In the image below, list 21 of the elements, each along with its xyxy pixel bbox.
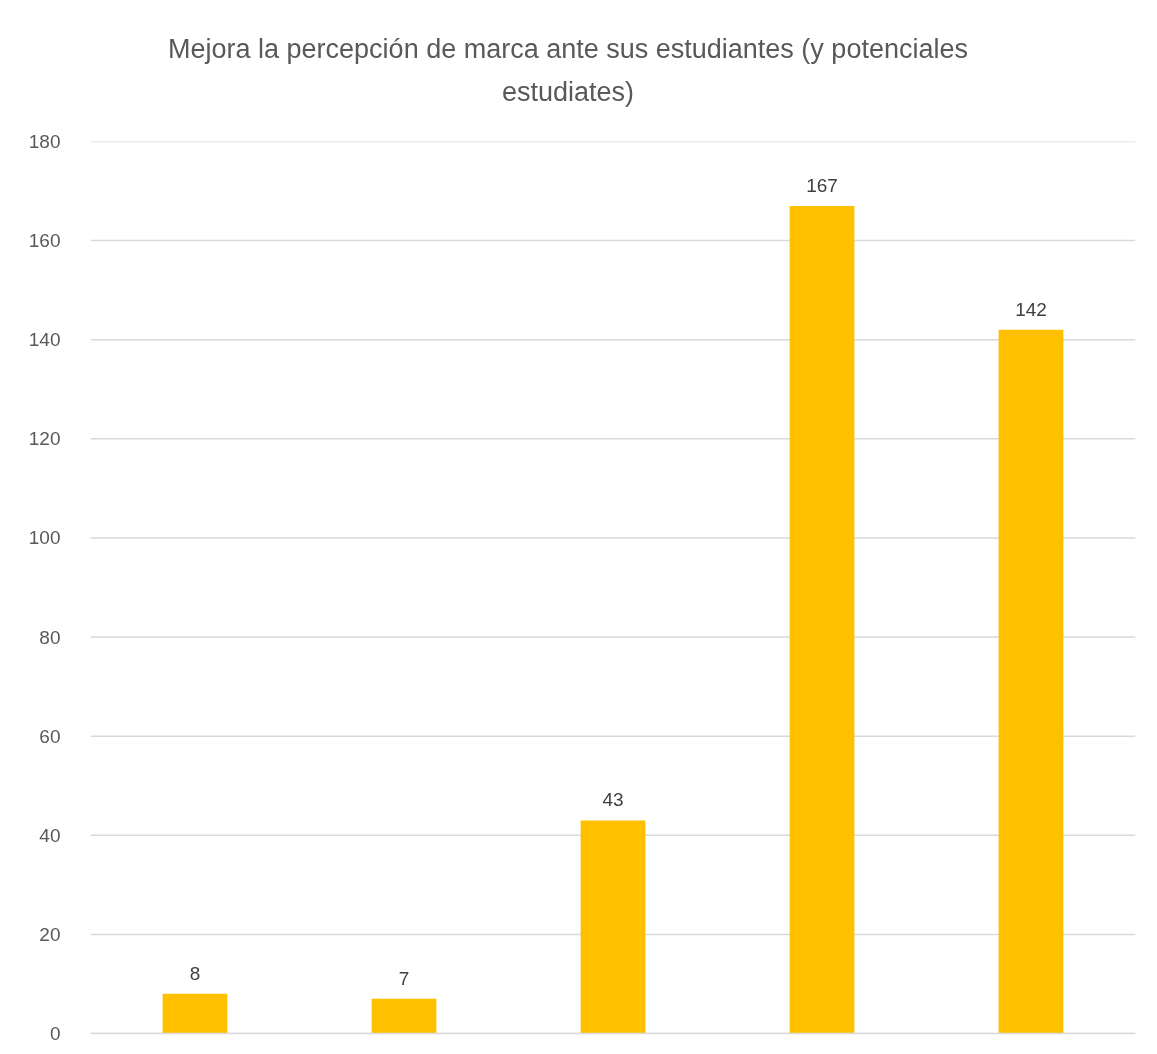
y-tick-label: 160 xyxy=(28,230,61,252)
bar xyxy=(371,998,437,1034)
data-label: 142 xyxy=(1015,298,1047,320)
data-label: 8 xyxy=(189,962,201,984)
y-tick-label: 20 xyxy=(39,923,61,945)
data-label: 43 xyxy=(602,789,624,811)
y-tick-label: 120 xyxy=(28,428,61,450)
y-tick-label: 180 xyxy=(28,131,61,152)
chart-title: Mejora la percepción de marca ante sus estudiantes (y potenciales estudiates) xyxy=(167,33,969,109)
y-tick-label: 80 xyxy=(39,626,61,648)
data-label: 7 xyxy=(398,967,410,989)
y-tick-label: 140 xyxy=(28,329,61,351)
bar xyxy=(580,820,646,1034)
bar xyxy=(998,329,1064,1034)
data-label: 167 xyxy=(806,174,838,196)
bar xyxy=(789,205,855,1034)
bar xyxy=(162,993,228,1034)
y-tick-label: 0 xyxy=(49,1023,61,1044)
y-tick-label: 60 xyxy=(39,725,61,747)
y-tick-label: 40 xyxy=(39,824,61,846)
y-tick-label: 100 xyxy=(28,527,61,549)
